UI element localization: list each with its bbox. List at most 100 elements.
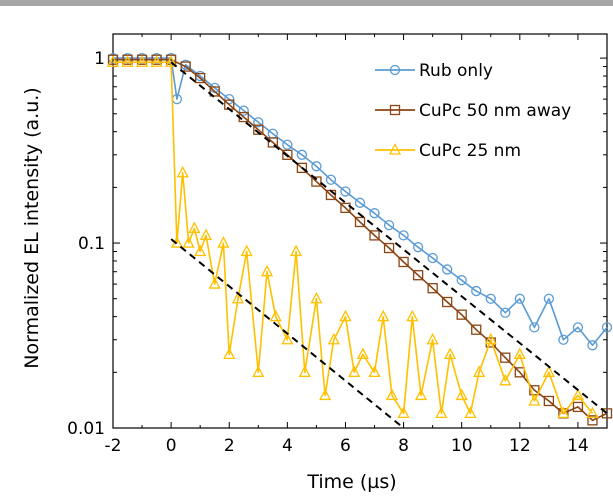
data-point-rub-only <box>601 322 613 333</box>
fit-line-2 <box>170 238 405 429</box>
data-point-cupc-25-nm <box>319 388 332 401</box>
x-tick-label: 6 <box>340 436 351 456</box>
data-point-cupc-25-nm <box>571 388 585 401</box>
data-point-cupc-25-nm <box>289 244 303 257</box>
data-point-cupc-25-nm <box>208 277 221 289</box>
data-point-rub-only <box>558 334 569 345</box>
legend-marker-rub-only <box>389 64 401 76</box>
data-point-rub-only <box>442 264 453 275</box>
data-point-cupc-50-nm-away <box>456 309 467 320</box>
data-point-cupc-50-nm-away <box>412 270 424 281</box>
data-point-cupc-50-nm-away <box>180 61 191 72</box>
data-point-rub-only <box>471 285 482 297</box>
x-tick-label: -2 <box>105 436 122 456</box>
data-point-cupc-25-nm <box>484 332 497 345</box>
data-point-cupc-50-nm-away <box>587 415 598 426</box>
data-point-cupc-25-nm <box>260 264 274 277</box>
data-point-cupc-50-nm-away <box>514 367 525 378</box>
axes-layer: -2 0 2 4 6 8 10 12 14 0.01 0.1 1 <box>67 33 608 456</box>
data-point-rub-only <box>311 161 322 172</box>
data-point-rub-only <box>587 340 598 351</box>
data-point-cupc-25-nm <box>473 365 486 377</box>
data-point-cupc-25-nm <box>327 332 340 345</box>
data-point-cupc-25-nm <box>444 347 457 360</box>
data-point-cupc-25-nm <box>356 347 369 360</box>
data-point-cupc-50-nm-away <box>311 176 322 187</box>
data-point-cupc-25-nm <box>406 309 419 322</box>
x-tick-label: 8 <box>398 436 409 456</box>
data-point-cupc-50-nm-away <box>151 54 162 65</box>
data-point-rub-only <box>485 293 496 304</box>
data-point-rub-only <box>572 322 584 333</box>
data-point-rub-only <box>427 252 438 264</box>
data-point-rub-only <box>456 275 467 286</box>
series-cupc-50-nm-away <box>107 54 613 426</box>
data-point-cupc-50-nm-away <box>543 395 555 407</box>
data-point-cupc-25-nm <box>542 365 555 377</box>
series-line-cupc-25-nm <box>113 61 594 415</box>
data-point-rub-only <box>500 307 511 318</box>
data-point-cupc-25-nm <box>435 406 448 419</box>
data-point-cupc-25-nm <box>385 388 399 401</box>
y-tick-label: 1 <box>94 49 105 69</box>
plot-frame <box>112 33 608 429</box>
data-point-cupc-25-nm <box>455 388 468 401</box>
data-point-cupc-25-nm <box>586 406 599 419</box>
data-point-cupc-50-nm-away <box>107 54 119 65</box>
data-point-cupc-50-nm-away <box>383 242 395 254</box>
data-point-cupc-50-nm-away <box>500 352 511 363</box>
data-point-cupc-50-nm-away <box>354 216 366 228</box>
legend-layer: Rub only CuPc 50 nm away CuPc 25 nm <box>375 61 571 161</box>
data-point-cupc-25-nm <box>397 406 410 419</box>
data-point-rub-only <box>543 293 555 304</box>
data-point-cupc-25-nm <box>165 55 178 67</box>
legend-label-cupc-25-nm: CuPc 25 nm <box>419 141 521 161</box>
data-point-cupc-25-nm <box>135 55 149 67</box>
data-point-cupc-25-nm <box>368 365 381 377</box>
data-point-cupc-25-nm <box>414 388 428 401</box>
x-axis-label: Time (µs) <box>306 471 396 493</box>
data-point-rub-only <box>398 230 409 241</box>
data-point-cupc-25-nm <box>513 347 526 360</box>
data-point-cupc-50-nm-away <box>442 296 453 308</box>
legend-label-rub-only: Rub only <box>419 61 493 81</box>
data-point-cupc-25-nm <box>298 365 311 377</box>
y-tick-label: 0.01 <box>67 419 105 439</box>
data-point-cupc-25-nm <box>150 55 163 67</box>
series-cupc-25-nm <box>106 55 599 419</box>
data-point-cupc-50-nm-away <box>471 324 482 335</box>
data-point-cupc-25-nm <box>231 291 245 304</box>
data-point-rub-only <box>383 219 395 231</box>
data-point-rub-only <box>412 242 424 253</box>
data-point-cupc-25-nm <box>528 394 541 406</box>
data-point-cupc-25-nm <box>339 309 352 322</box>
data-point-rub-only <box>340 186 351 197</box>
x-tick-label: 12 <box>509 436 531 456</box>
fit-line-1 <box>170 61 608 415</box>
data-point-rub-only <box>238 105 249 116</box>
data-point-cupc-25-nm <box>281 332 294 345</box>
data-point-cupc-25-nm <box>557 406 570 419</box>
data-point-cupc-50-nm-away <box>601 408 613 419</box>
data-point-rub-only <box>325 174 337 185</box>
data-point-cupc-25-nm <box>176 165 189 178</box>
data-point-cupc-50-nm-away <box>572 401 584 413</box>
data-point-cupc-25-nm <box>106 55 120 67</box>
data-point-cupc-50-nm-away <box>398 256 409 268</box>
data-point-cupc-50-nm-away <box>340 202 351 214</box>
data-point-cupc-25-nm <box>426 332 439 345</box>
data-point-cupc-25-nm <box>310 291 323 304</box>
data-point-rub-only <box>354 197 366 208</box>
data-point-cupc-25-nm <box>348 365 361 377</box>
data-point-cupc-25-nm <box>223 347 236 360</box>
data-point-cupc-25-nm <box>240 244 253 257</box>
legend-label-cupc-50-nm-away: CuPc 50 nm away <box>419 101 571 121</box>
data-point-cupc-25-nm <box>252 365 265 377</box>
data-point-cupc-50-nm-away <box>136 54 148 65</box>
data-point-cupc-50-nm-away <box>122 54 133 65</box>
data-point-cupc-25-nm <box>499 373 512 386</box>
data-point-rub-only <box>369 208 380 219</box>
data-point-cupc-50-nm-away <box>209 86 220 97</box>
